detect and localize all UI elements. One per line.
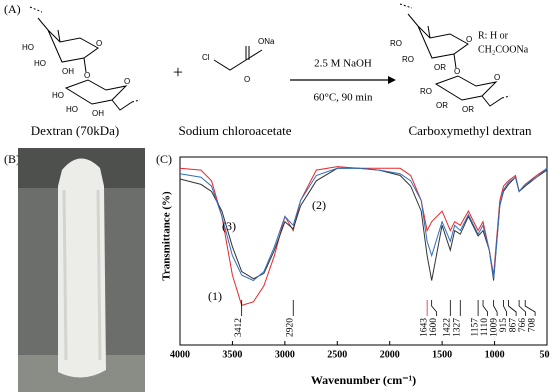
atom-label: OH <box>92 109 104 118</box>
plot-frame <box>179 156 548 346</box>
atom-label: HO <box>66 105 78 114</box>
atom-label: OR <box>434 63 446 72</box>
caption: Sodium chloroacetate <box>179 123 292 138</box>
panel-label: (C) <box>156 152 172 166</box>
atom-label: O <box>84 71 90 80</box>
atom-label: RO <box>420 87 432 96</box>
x-tick-label: 500 <box>540 349 550 360</box>
x-tick-label: 3500 <box>222 349 242 360</box>
caption: Carboxymethyl dextran <box>408 123 532 138</box>
condition: 2.5 M NaOH <box>314 58 372 70</box>
x-tick-label: 1500 <box>432 349 452 360</box>
atom-label: O <box>494 73 500 82</box>
spectrum-line <box>179 167 548 282</box>
peak-label: 1009 <box>489 318 499 337</box>
x-tick-label: 2500 <box>327 349 347 360</box>
atom-label: HO <box>34 59 46 68</box>
arrow-head <box>388 76 396 84</box>
peak-label: 3412 <box>234 318 244 337</box>
peak-label: 1327 <box>452 318 462 337</box>
peak-label: 1422 <box>443 318 453 337</box>
atom-label: RO <box>390 39 402 48</box>
peak-marker <box>503 300 508 316</box>
r-note: CH₂COONa <box>478 44 529 55</box>
peak-label: 1110 <box>480 318 490 337</box>
spectrum-line <box>179 166 548 307</box>
panel-label: (B) <box>4 152 20 166</box>
atom-label: O <box>96 39 102 48</box>
atom-label: O <box>466 35 472 44</box>
peak-label: 1643 <box>419 318 429 337</box>
peak-marker <box>524 300 536 316</box>
x-tick-label: 2000 <box>380 349 400 360</box>
condition: 60°C, 90 min <box>313 92 373 104</box>
x-tick-label: 1000 <box>485 349 505 360</box>
ftir-chart: 4000 3500 3000 2500 2000 1500 1000 500 Wavenumbe… <box>161 156 550 387</box>
series-label: (1) <box>208 289 222 303</box>
peak-label: 867 <box>508 318 518 333</box>
peak-label: 766 <box>518 318 528 333</box>
atom-label: OR <box>462 105 474 114</box>
peak-marker <box>482 300 489 316</box>
photo <box>18 148 145 392</box>
atom-label: ONa <box>258 37 275 46</box>
peak-marker <box>431 300 438 316</box>
peak-label: 2920 <box>285 318 295 337</box>
peak-marker <box>518 300 527 316</box>
atom-label: OR <box>436 101 448 110</box>
panel-label: (A) <box>4 2 21 16</box>
peak-label: 708 <box>527 318 537 333</box>
plus: + <box>173 62 183 82</box>
atom-label: O <box>244 75 250 84</box>
series-label: (2) <box>312 198 326 212</box>
peak-label: 915 <box>499 318 509 333</box>
atom-label: Cl <box>202 53 210 62</box>
peak-label: 1157 <box>470 318 480 337</box>
product-structure: RO RO OR O O RO OR OR O <box>390 3 511 114</box>
r-note: R: H or <box>478 30 509 41</box>
dextran-structure: HO HO OH O O HO HO OH O <box>22 6 141 118</box>
atom-label: RO <box>402 55 414 64</box>
reagent-structure: Cl O ONa <box>202 37 275 84</box>
series-label: (3) <box>222 219 236 233</box>
atom-label: O <box>124 77 130 86</box>
caption: Dextran (70kDa) <box>31 123 119 138</box>
atom-label: OH <box>62 67 74 76</box>
atom-label: O <box>454 67 460 76</box>
x-axis-label: Wavenumber (cm⁻¹) <box>311 373 416 387</box>
x-tick-label: 4000 <box>170 349 190 360</box>
atom-label: HO <box>52 91 64 100</box>
x-tick-label: 3000 <box>275 349 295 360</box>
peak-marker <box>508 300 517 316</box>
peak-marker <box>493 300 498 316</box>
atom-label: HO <box>22 43 34 52</box>
y-axis-label: Transmittance (%) <box>161 191 173 281</box>
peak-label: 1600 <box>429 318 439 337</box>
